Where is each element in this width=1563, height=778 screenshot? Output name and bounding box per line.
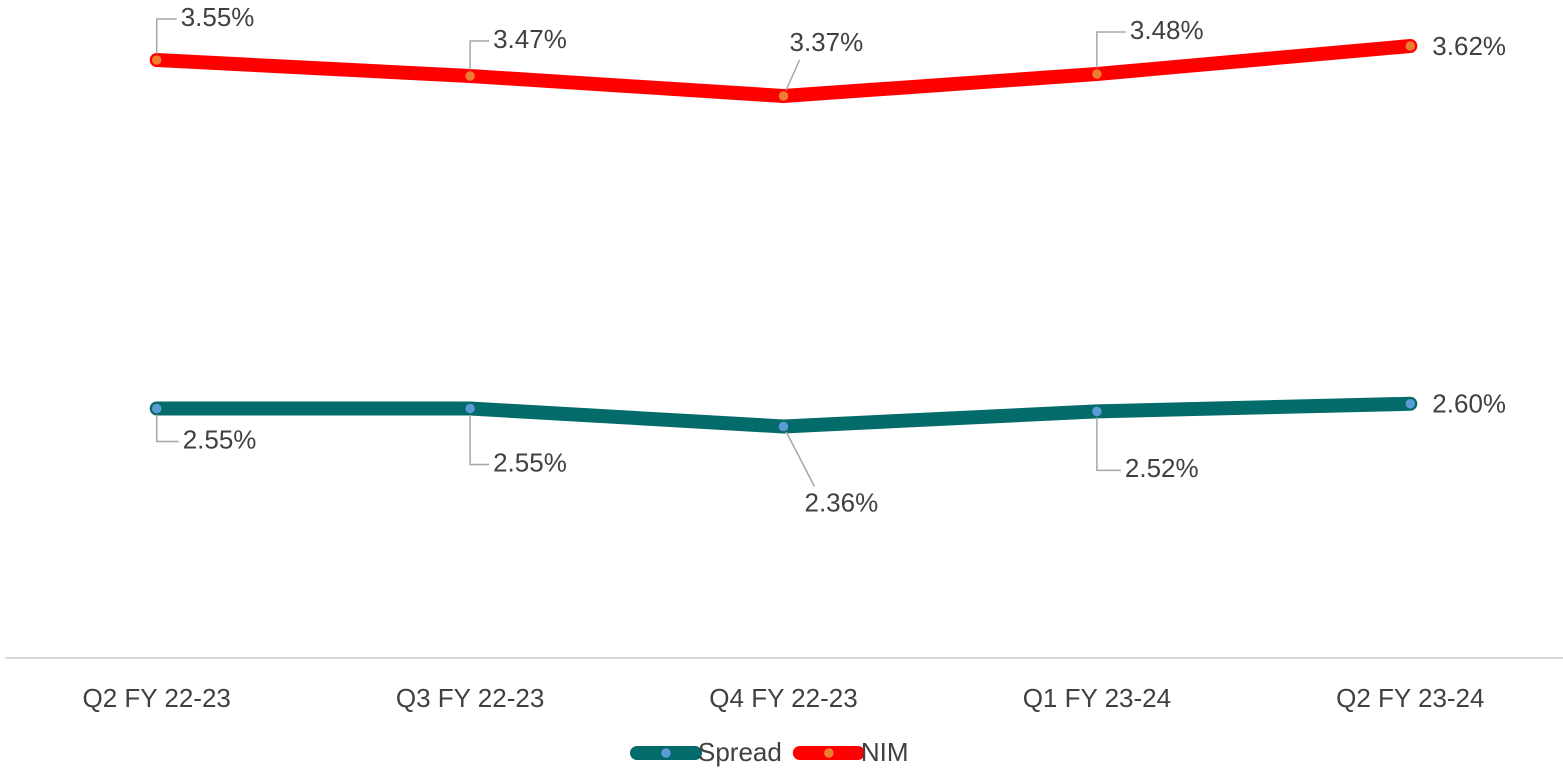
marker [1090, 405, 1104, 418]
leader-line [782, 59, 801, 97]
data-label: 2.55% [183, 424, 257, 454]
leader-line [155, 408, 179, 443]
data-label: 3.48% [1130, 15, 1204, 45]
data-label: 2.60% [1432, 389, 1506, 419]
data-label: 2.36% [805, 487, 879, 517]
data-label: 2.55% [493, 447, 567, 477]
marker [777, 89, 790, 103]
marker [1090, 67, 1104, 81]
data-label: 3.37% [790, 27, 864, 57]
leader-line [469, 408, 490, 466]
x-tick-label: Q2 FY 23-24 [1336, 683, 1484, 713]
legend-label: NIM [861, 737, 909, 767]
legend-label: Spread [698, 737, 782, 767]
marker [1404, 39, 1417, 53]
x-tick-label: Q3 FY 22-23 [396, 683, 544, 713]
data-label: 3.62% [1432, 31, 1506, 61]
leader-line [1096, 411, 1121, 472]
x-tick-label: Q4 FY 22-23 [709, 683, 857, 713]
x-tick-label: Q1 FY 23-24 [1023, 683, 1171, 713]
legend-marker [659, 746, 673, 760]
marker [463, 402, 477, 415]
data-label: 3.47% [493, 24, 567, 54]
data-label: 3.55% [181, 2, 255, 32]
marker [150, 402, 163, 415]
x-tick-label: Q2 FY 22-23 [83, 683, 231, 713]
legend-marker [822, 746, 836, 760]
data-label: 2.52% [1125, 453, 1199, 483]
leader-line [469, 40, 490, 76]
leader-line [782, 426, 816, 487]
marker [463, 69, 477, 83]
series-line [149, 39, 1418, 103]
marker [150, 53, 163, 67]
marker [1404, 397, 1417, 411]
leader-line [155, 18, 177, 60]
leader-line [1096, 31, 1126, 74]
marker [777, 420, 790, 433]
